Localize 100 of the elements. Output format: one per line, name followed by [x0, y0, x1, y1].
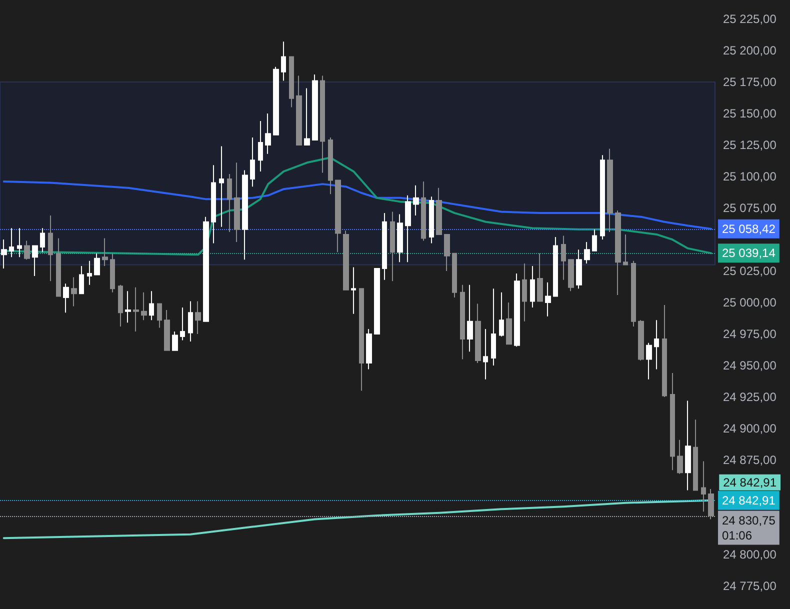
- candlestick: [366, 328, 372, 370]
- candlestick: [328, 136, 333, 195]
- candlestick: [234, 162, 240, 243]
- candlestick: [1, 239, 7, 269]
- candlestick: [553, 236, 558, 297]
- candlestick: [125, 290, 131, 324]
- candlestick: [421, 181, 426, 242]
- candlestick: [250, 136, 255, 188]
- candlestick: [343, 230, 349, 290]
- y-tick-label: 25 000,00: [723, 296, 777, 310]
- data-label: 24 842,91: [723, 475, 777, 490]
- candlestick: [444, 234, 450, 272]
- y-tick-label: 25 125,00: [723, 138, 777, 152]
- candlestick: [483, 328, 488, 380]
- y-tick-label: 24 800,00: [723, 548, 777, 562]
- candlestick: [413, 184, 419, 216]
- y-tick-label: 25 200,00: [723, 44, 777, 58]
- candlestick: [623, 234, 628, 266]
- candlestick: [180, 307, 185, 341]
- candlestick: [258, 120, 263, 172]
- candlestick: [475, 303, 481, 364]
- candlestick: [242, 170, 248, 260]
- candlestick: [304, 88, 310, 146]
- candlestick: [24, 240, 30, 260]
- candlestick: [157, 303, 162, 328]
- candlestick: [607, 148, 613, 232]
- candlestick: [397, 214, 403, 263]
- y-tick-label: 24 775,00: [723, 579, 777, 593]
- candlestick: [335, 180, 341, 253]
- y-tick-label: 25 150,00: [723, 106, 777, 120]
- candlestick: [71, 276, 77, 307]
- candlestick: [615, 210, 621, 296]
- candlestick: [685, 400, 691, 491]
- candlestick: [530, 265, 535, 308]
- line-series: [2, 180, 712, 230]
- y-tick-label: 24 925,00: [723, 390, 777, 404]
- candlestick: [102, 238, 108, 266]
- candlestick: [514, 273, 520, 348]
- ref-line-label: 24 830,75 01:06: [722, 513, 776, 542]
- candlestick: [654, 320, 659, 370]
- candlestick: [638, 320, 644, 361]
- candlestick: [662, 304, 667, 398]
- candlestick: [48, 215, 53, 282]
- candlestick: [273, 66, 279, 136]
- y-tick-label: 24 950,00: [723, 358, 777, 372]
- candlestick: [141, 292, 147, 321]
- ref-line-label: 25 039,14: [722, 246, 776, 260]
- ref-line-label: 25 058,42: [722, 222, 776, 236]
- candlestick: [351, 266, 356, 314]
- candlestick: [289, 56, 294, 108]
- candlestick: [429, 196, 434, 244]
- candlestick: [646, 342, 652, 380]
- candlestick: [670, 372, 675, 471]
- candlestick: [452, 252, 457, 298]
- candlestick: [32, 245, 38, 277]
- y-tick-label: 24 975,00: [723, 327, 777, 341]
- candlestick: [227, 173, 232, 232]
- candlestick: [211, 164, 216, 244]
- candlestick: [576, 249, 582, 290]
- candlestick: [382, 212, 387, 280]
- candlestick: [133, 286, 139, 332]
- candlestick: [592, 228, 597, 252]
- candlestick: [701, 460, 706, 512]
- candlestick: [195, 300, 201, 334]
- candlestick: [265, 113, 271, 154]
- candlestick: [693, 419, 698, 491]
- candlestick: [561, 235, 566, 280]
- candlestick: [708, 488, 714, 520]
- candlestick: [506, 302, 512, 345]
- candlestick: [568, 259, 574, 292]
- candlestick: [545, 282, 551, 317]
- candlestick: [281, 41, 286, 82]
- candlestick: [522, 262, 527, 322]
- candlestick: [87, 260, 92, 286]
- candlestick: [56, 238, 61, 297]
- candlestick: [172, 330, 178, 351]
- candlestick: [677, 439, 683, 474]
- candlestick: [17, 228, 22, 258]
- candlestick: [296, 75, 302, 146]
- candlestick: [460, 284, 465, 360]
- y-tick-label: 25 025,00: [723, 264, 777, 278]
- y-tick-label: 25 225,00: [723, 12, 777, 26]
- candlestick: [499, 292, 504, 338]
- candlestick: [436, 187, 442, 235]
- candlestick: [110, 252, 115, 293]
- candlestick: [467, 284, 473, 352]
- y-tick-label: 25 175,00: [723, 75, 777, 89]
- y-tick-label: 24 875,00: [723, 453, 777, 467]
- candlestick: [600, 154, 605, 240]
- candlestick: [320, 75, 325, 174]
- candlestick: [79, 265, 84, 294]
- candlestick: [63, 283, 69, 314]
- candlestick: [164, 310, 170, 351]
- candlestick: [491, 288, 496, 366]
- candlestick: [149, 290, 154, 321]
- candlestick: [188, 300, 193, 342]
- candlestick: [374, 268, 380, 334]
- y-tick-label: 25 100,00: [723, 170, 777, 184]
- candlestick: [405, 194, 411, 263]
- candlestick: [537, 252, 543, 302]
